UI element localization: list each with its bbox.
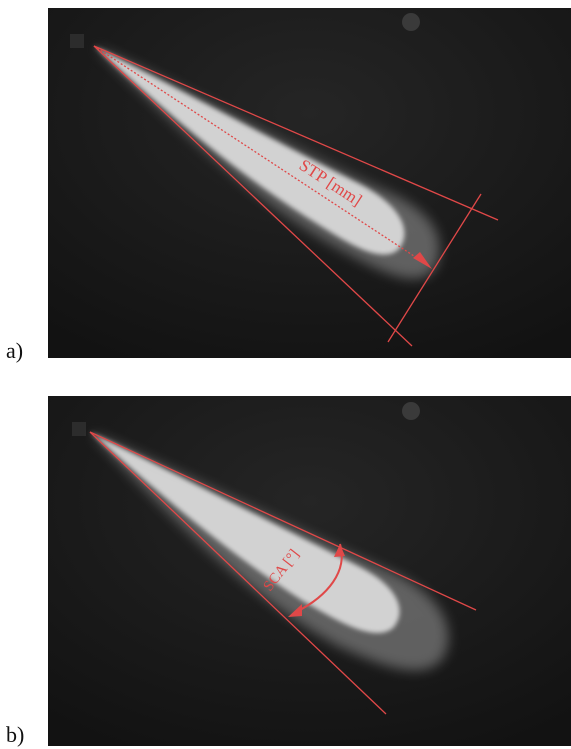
background-object bbox=[402, 13, 420, 31]
lower-boundary-line bbox=[89, 431, 387, 715]
injector-tip bbox=[72, 422, 86, 436]
injector-tip bbox=[70, 34, 84, 48]
penetration-arrowhead bbox=[413, 252, 432, 269]
spray-penetration-svg: STP [mm] bbox=[48, 8, 571, 358]
tip-perpendicular-line bbox=[387, 193, 482, 343]
upper-boundary-line bbox=[89, 431, 477, 611]
spray-cone-angle-svg: SCA [°] bbox=[48, 396, 571, 746]
spray-image-cone-angle: SCA [°] bbox=[48, 396, 571, 746]
cone-angle-arrowhead-lower bbox=[288, 604, 302, 617]
lower-boundary-line bbox=[93, 45, 413, 347]
cone-angle-arrowhead-upper bbox=[334, 544, 345, 557]
spray-image-penetration: STP [mm] bbox=[48, 8, 571, 358]
annotation-lines bbox=[93, 45, 499, 347]
panel-label-b: b) bbox=[6, 722, 25, 747]
background-object bbox=[402, 402, 420, 420]
panel-label-a: a) bbox=[6, 338, 24, 363]
spray-plume bbox=[94, 46, 440, 279]
spray-plume bbox=[90, 432, 449, 671]
upper-boundary-line bbox=[93, 45, 499, 221]
penetration-axis-line bbox=[93, 45, 421, 261]
